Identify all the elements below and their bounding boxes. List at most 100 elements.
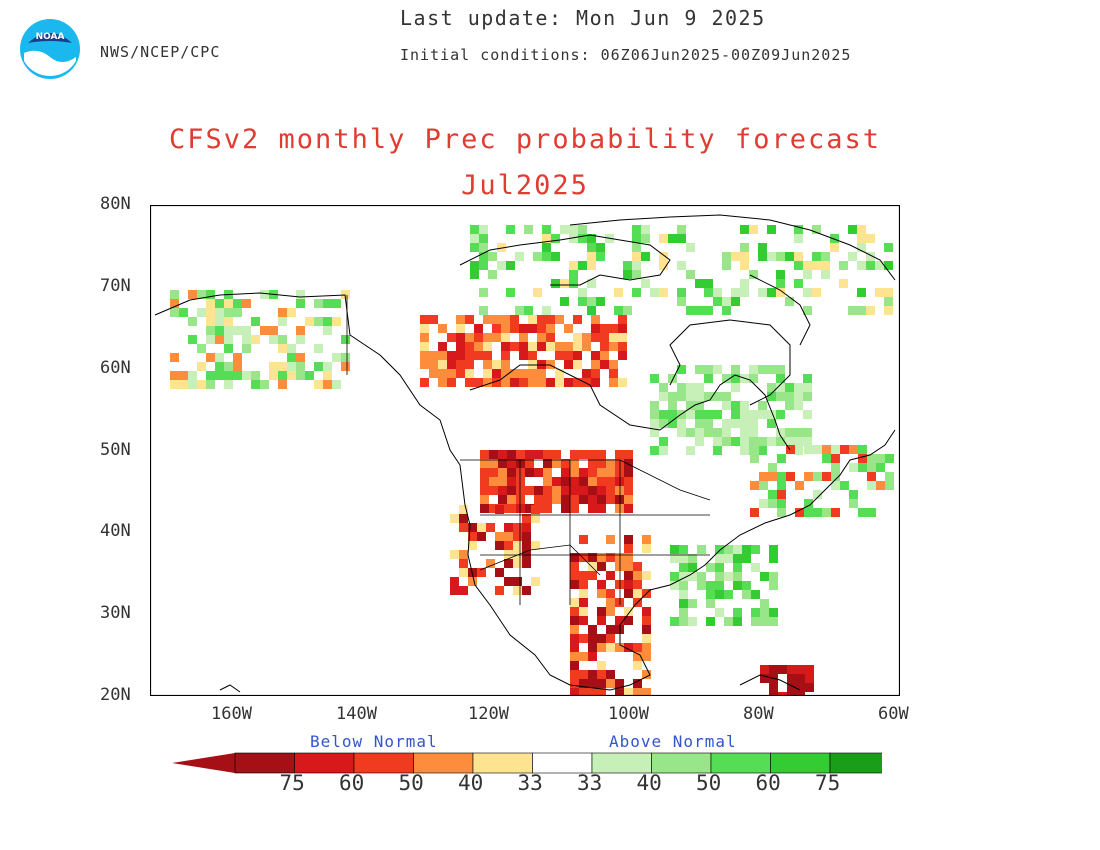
probability-cell bbox=[623, 306, 632, 315]
probability-cell bbox=[618, 324, 627, 333]
probability-cell bbox=[740, 225, 749, 234]
probability-cell bbox=[480, 477, 489, 486]
probability-cell bbox=[570, 553, 579, 562]
probability-cell bbox=[642, 544, 651, 553]
probability-cell bbox=[579, 477, 588, 486]
probability-cell bbox=[573, 342, 582, 351]
probability-cell bbox=[831, 481, 840, 490]
probability-cell bbox=[679, 554, 688, 563]
probability-cell bbox=[713, 437, 722, 446]
probability-cell bbox=[542, 306, 551, 315]
probability-cell bbox=[546, 342, 555, 351]
probability-cell bbox=[597, 486, 606, 495]
probability-cell bbox=[569, 225, 578, 234]
probability-cell bbox=[624, 450, 633, 459]
probability-cell bbox=[242, 326, 251, 335]
probability-cell bbox=[794, 446, 803, 455]
probability-cell bbox=[170, 290, 179, 299]
probability-cell bbox=[570, 652, 579, 661]
probability-cell bbox=[609, 324, 618, 333]
probability-cell bbox=[668, 374, 677, 383]
probability-cell bbox=[323, 299, 332, 308]
probability-cell bbox=[760, 572, 769, 581]
probability-cell bbox=[578, 234, 587, 243]
probability-cell bbox=[278, 380, 287, 389]
probability-cell bbox=[269, 335, 278, 344]
probability-cell bbox=[632, 243, 641, 252]
probability-cell bbox=[803, 288, 812, 297]
legend-swatch bbox=[532, 752, 593, 774]
probability-cell bbox=[546, 360, 555, 369]
probability-cell bbox=[582, 342, 591, 351]
probability-cell bbox=[524, 306, 533, 315]
probability-cell bbox=[188, 290, 197, 299]
probability-cell bbox=[591, 315, 600, 324]
probability-cell bbox=[582, 333, 591, 342]
probability-cell bbox=[528, 324, 537, 333]
probability-cell bbox=[713, 297, 722, 306]
probability-cell bbox=[534, 495, 543, 504]
probability-cell bbox=[531, 541, 540, 550]
probability-cell bbox=[564, 351, 573, 360]
probability-cell bbox=[429, 315, 438, 324]
probability-cell bbox=[513, 523, 522, 532]
probability-cell bbox=[805, 674, 814, 683]
probability-cell bbox=[796, 674, 805, 683]
probability-cell bbox=[686, 428, 695, 437]
map-subtitle: Jul2025 bbox=[461, 170, 589, 201]
probability-cell bbox=[534, 486, 543, 495]
probability-cell bbox=[776, 374, 785, 383]
probability-cell bbox=[740, 401, 749, 410]
probability-cell bbox=[596, 252, 605, 261]
probability-cell bbox=[768, 472, 777, 481]
probability-cell bbox=[650, 419, 659, 428]
probability-cell bbox=[314, 299, 323, 308]
probability-cell bbox=[507, 504, 516, 513]
probability-cell bbox=[713, 446, 722, 455]
probability-cell bbox=[866, 261, 875, 270]
probability-cell bbox=[278, 335, 287, 344]
probability-cell bbox=[588, 634, 597, 643]
probability-cell bbox=[794, 428, 803, 437]
probability-cell bbox=[724, 545, 733, 554]
probability-cell bbox=[537, 378, 546, 387]
probability-cell bbox=[206, 308, 215, 317]
probability-cell bbox=[477, 568, 486, 577]
probability-cell bbox=[587, 243, 596, 252]
probability-cell bbox=[587, 234, 596, 243]
probability-cell bbox=[492, 315, 501, 324]
probability-cell bbox=[561, 504, 570, 513]
probability-cell bbox=[522, 532, 531, 541]
probability-cell bbox=[459, 559, 468, 568]
probability-cell bbox=[579, 450, 588, 459]
legend-arrow-left bbox=[172, 753, 235, 773]
probability-cell bbox=[606, 634, 615, 643]
probability-cell bbox=[632, 225, 641, 234]
probability-cell bbox=[560, 297, 569, 306]
probability-cell bbox=[740, 410, 749, 419]
probability-cell bbox=[632, 252, 641, 261]
probability-cell bbox=[677, 365, 686, 374]
probability-cell bbox=[760, 617, 769, 626]
probability-cell bbox=[609, 378, 618, 387]
probability-cell bbox=[624, 562, 633, 571]
probability-cell bbox=[706, 563, 715, 572]
probability-cell bbox=[515, 252, 524, 261]
probability-cell bbox=[615, 616, 624, 625]
probability-cell bbox=[492, 333, 501, 342]
probability-cell bbox=[570, 634, 579, 643]
probability-cell bbox=[624, 688, 633, 696]
probability-cell bbox=[570, 477, 579, 486]
probability-cell bbox=[641, 225, 650, 234]
legend-threshold: 60 bbox=[755, 771, 781, 795]
probability-cell bbox=[513, 532, 522, 541]
probability-cell bbox=[588, 495, 597, 504]
probability-cell bbox=[796, 665, 805, 674]
probability-cell bbox=[785, 392, 794, 401]
legend-swatch bbox=[472, 752, 533, 774]
probability-cell bbox=[686, 306, 695, 315]
probability-cell bbox=[587, 279, 596, 288]
probability-cell bbox=[522, 550, 531, 559]
probability-cell bbox=[867, 472, 876, 481]
probability-cell bbox=[197, 308, 206, 317]
